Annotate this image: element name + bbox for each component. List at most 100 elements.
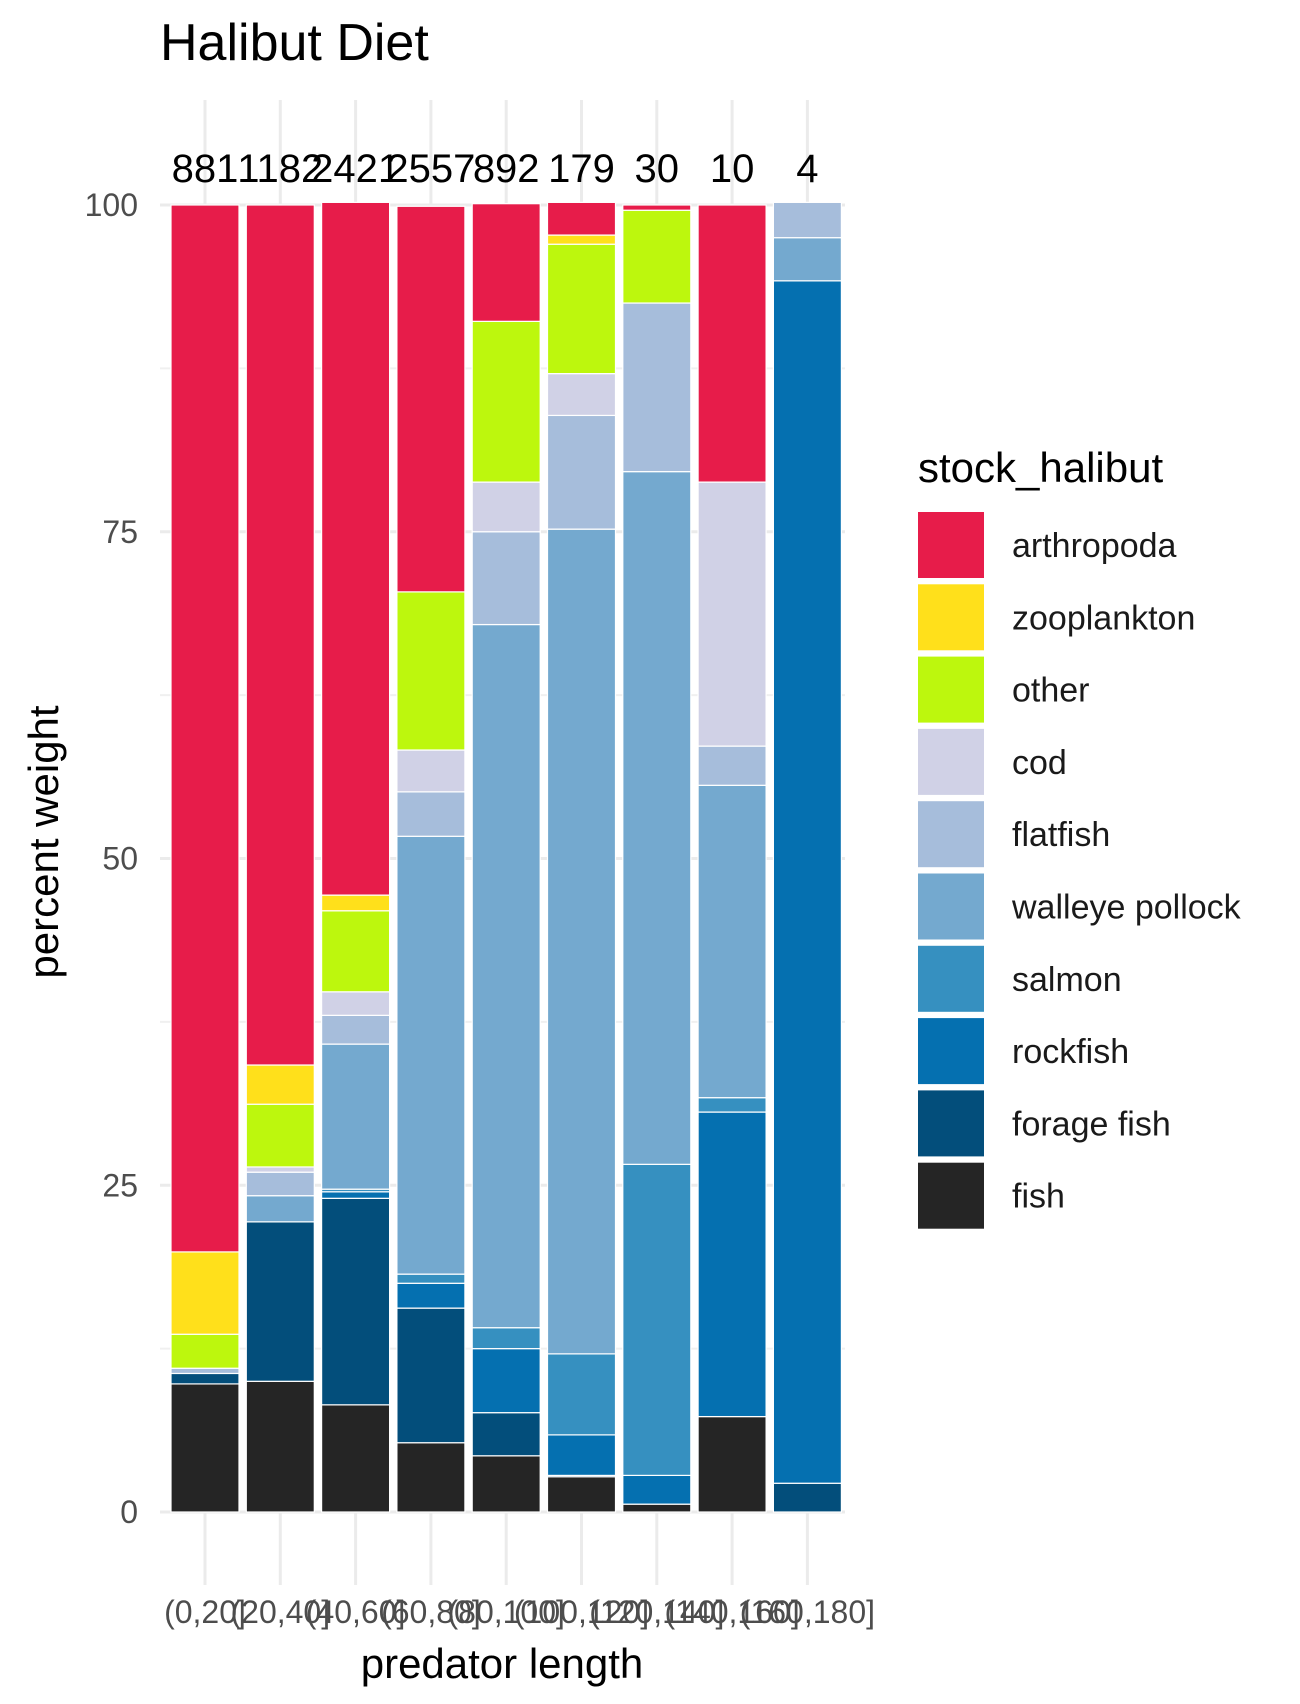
bar-segment-arthropoda	[471, 203, 541, 322]
bar-count-label: 4	[796, 147, 818, 191]
bar-count-label: 2557	[386, 147, 475, 191]
bar-segment-other	[321, 910, 391, 993]
y-tick-label: 50	[102, 841, 138, 877]
bar-segment-fish	[697, 1415, 767, 1513]
chart-title: Halibut Diet	[160, 14, 429, 72]
bar-segment-zooplankton	[321, 894, 391, 912]
bar-segment-rockfish	[471, 1348, 541, 1414]
bar-segment-flatfish	[622, 302, 692, 473]
bar-segment-flatfish	[772, 201, 843, 239]
bar-segment-fish	[546, 1476, 617, 1513]
bar-segment-cod	[396, 749, 466, 793]
bar-segment-zooplankton	[170, 1251, 240, 1335]
bar-segment-other	[170, 1333, 240, 1369]
x-tick-label: (80,100]	[447, 1594, 564, 1630]
bar-segment-arthropoda	[321, 201, 391, 896]
bar-segment-walleye-pollock	[772, 237, 843, 282]
bar-segment-flatfish	[697, 745, 767, 786]
bar-segment-walleye-pollock	[245, 1195, 315, 1223]
y-tick-label: 25	[102, 1167, 138, 1203]
bar-segment-fish	[471, 1455, 541, 1513]
bar-segment-zooplankton	[546, 234, 617, 245]
bar-0-20	[170, 204, 240, 1513]
bar-segment-cod	[546, 373, 617, 417]
bar-segment-flatfish	[170, 1367, 240, 1375]
x-tick-label: (40,60]	[306, 1594, 406, 1630]
bar-count-label: 1182	[237, 147, 323, 191]
legend-swatch	[918, 1090, 984, 1157]
bar-140-160	[697, 204, 767, 1513]
legend-swatch	[918, 1018, 984, 1085]
bar-segment-cod	[321, 991, 391, 1016]
bar-120-140	[622, 204, 692, 1513]
legend-swatch	[918, 801, 984, 868]
legend-swatch	[918, 584, 984, 651]
legend-item-fish: fish	[918, 1162, 1065, 1229]
x-tick-labels: (0,20](20,40](40,60](60,80](80,100](100,…	[164, 1594, 875, 1630]
bar-segment-other	[471, 320, 541, 483]
x-tick-label: (20,40]	[230, 1594, 330, 1630]
bar-segment-fish	[245, 1380, 315, 1513]
legend-label: cod	[1012, 744, 1067, 782]
bar-segment-arthropoda	[245, 204, 315, 1066]
x-tick-label: (120,140]	[589, 1594, 724, 1630]
bar-segment-salmon	[546, 1353, 617, 1436]
legend-item-flatfish: flatfish	[918, 801, 1110, 868]
legend-label: flatfish	[1012, 816, 1110, 854]
legend-label: other	[1012, 672, 1090, 710]
legend-item-rockfish: rockfish	[918, 1018, 1129, 1085]
legend-label: fish	[1012, 1178, 1065, 1216]
legend-label: walleye pollock	[1011, 889, 1242, 927]
bar-segment-arthropoda	[697, 204, 767, 483]
stacked-bars	[170, 201, 843, 1513]
bar-40-60	[321, 201, 391, 1513]
legend-label: salmon	[1012, 961, 1122, 999]
bar-segment-rockfish	[396, 1282, 466, 1309]
bar-segment-forage-fish	[772, 1482, 843, 1513]
y-tick-labels: 0 25 50 75 100	[85, 187, 138, 1530]
bar-count-label: 2421	[311, 147, 400, 191]
bar-segment-flatfish	[546, 414, 617, 530]
bar-segment-salmon	[697, 1097, 767, 1113]
bar-segment-rockfish	[622, 1474, 692, 1505]
bar-segment-fish	[396, 1442, 466, 1513]
bar-segment-forage-fish	[245, 1221, 315, 1382]
bar-segment-arthropoda	[170, 204, 240, 1253]
bar-segment-flatfish	[471, 531, 541, 626]
bar-segment-fish	[170, 1383, 240, 1513]
bar-segment-rockfish	[697, 1111, 767, 1418]
bar-segment-other	[245, 1103, 315, 1168]
bar-segment-salmon	[396, 1273, 466, 1284]
bar-segment-rockfish	[546, 1434, 617, 1477]
bar-80-100	[471, 203, 541, 1513]
bar-segment-other	[396, 591, 466, 751]
legend-label: zooplankton	[1012, 599, 1195, 637]
bar-segment-zooplankton	[245, 1064, 315, 1105]
legend: stock_halibut arthropoda zooplankton other…	[918, 444, 1242, 1229]
bar-segment-walleye-pollock	[622, 471, 692, 1165]
x-tick-label: (140,160]	[664, 1594, 799, 1630]
bar-segment-other	[546, 243, 617, 375]
bar-segment-walleye-pollock	[546, 528, 617, 1355]
bar-segment-cod	[245, 1166, 315, 1173]
bar-60-80	[396, 205, 466, 1513]
x-tick-label: (160,180]	[740, 1594, 875, 1630]
bar-segment-cod	[697, 481, 767, 747]
legend-swatch	[918, 656, 984, 723]
bar-segment-walleye-pollock	[321, 1043, 391, 1190]
bar-count-label: 892	[473, 147, 540, 191]
legend-item-arthropoda: arthropoda	[918, 512, 1177, 578]
bar-segment-arthropoda	[546, 201, 617, 236]
bar-segment-flatfish	[396, 791, 466, 837]
y-tick-label: 100	[85, 187, 138, 223]
bar-segment-forage-fish	[170, 1372, 240, 1385]
y-tick-label: 0	[120, 1494, 138, 1530]
bar-segment-forage-fish	[321, 1197, 391, 1406]
x-axis-title: predator length	[361, 1640, 644, 1687]
legend-item-zooplankton: zooplankton	[918, 584, 1195, 651]
legend-swatch	[918, 728, 984, 795]
bar-segment-arthropoda	[396, 205, 466, 593]
legend-swatch	[918, 873, 984, 940]
